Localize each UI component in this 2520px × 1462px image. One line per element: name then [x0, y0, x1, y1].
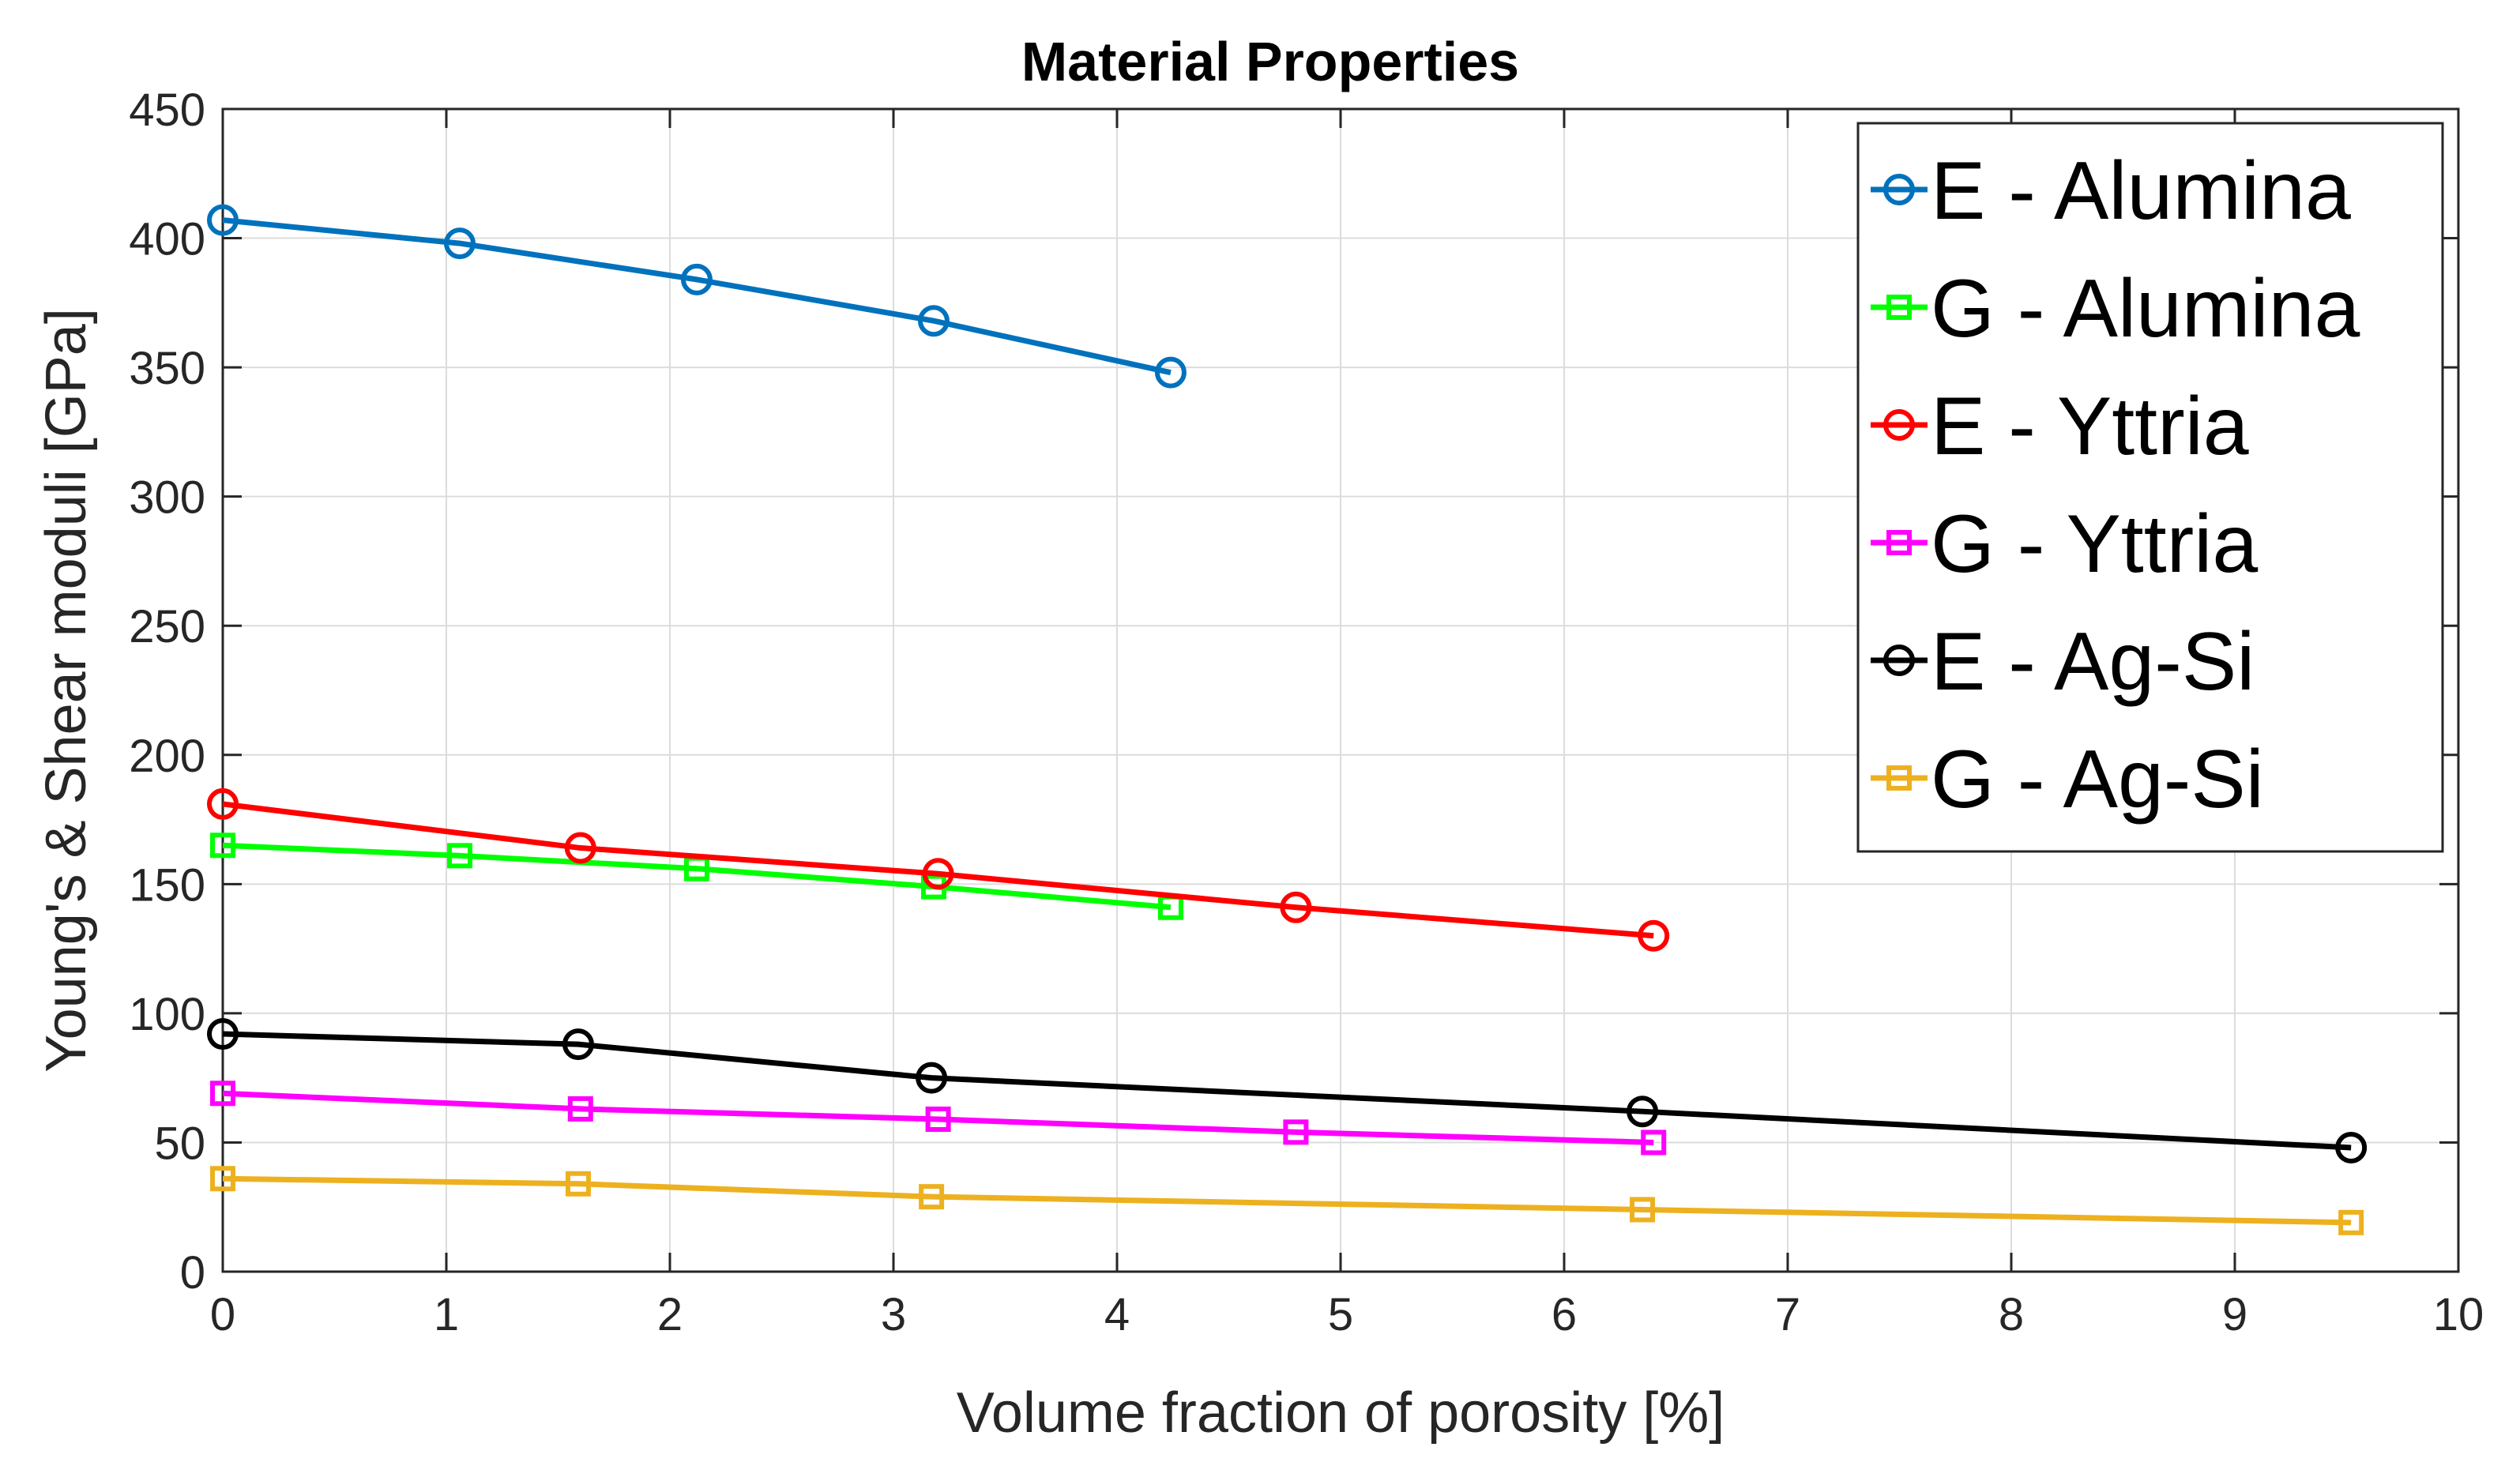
legend-item-g-yttria: G - Yttria: [1871, 498, 2258, 590]
data-point-e-ag-si: [207, 1018, 239, 1050]
legend-marker: [1886, 530, 1912, 555]
data-point-e-alumina: [680, 263, 713, 295]
data-point-g-ag-si: [919, 1184, 945, 1210]
y-tick-label: 100: [129, 989, 205, 1040]
chart-title: Material Properties: [1021, 31, 1519, 92]
data-point-g-alumina: [446, 843, 472, 869]
x-tick-label: 5: [1328, 1289, 1353, 1340]
y-tick-label: 250: [129, 601, 205, 652]
legend-item-e-yttria: E - Yttria: [1871, 381, 2249, 472]
legend-marker: [1886, 765, 1912, 791]
x-tick-label: 3: [881, 1289, 906, 1340]
x-axis-label: Volume fraction of porosity [%]: [957, 1381, 1725, 1445]
series-line-g-alumina: [222, 842, 1172, 911]
data-point-e-yttria: [207, 787, 239, 820]
data-point-g-ag-si: [1630, 1197, 1656, 1223]
x-tick-label: 6: [1551, 1289, 1577, 1340]
x-tick-label: 9: [2222, 1289, 2247, 1340]
legend-label: E - Alumina: [1931, 145, 2351, 237]
legend-label: G - Yttria: [1931, 498, 2258, 590]
legend-label: G - Alumina: [1931, 263, 2360, 355]
data-point-g-yttria: [210, 1081, 235, 1107]
data-point-g-yttria: [1641, 1129, 1667, 1156]
series-line-e-alumina: [222, 217, 1172, 376]
series-line-g-ag-si: [222, 1175, 2352, 1226]
x-tick-label: 10: [2433, 1289, 2484, 1340]
data-point-e-ag-si: [2335, 1131, 2368, 1163]
series-e-ag-si: [207, 1018, 2368, 1163]
y-tick-label: 200: [129, 731, 205, 782]
data-point-g-yttria: [1283, 1119, 1309, 1145]
data-point-e-alumina: [917, 305, 950, 337]
legend-marker: [1883, 645, 1915, 676]
series-g-yttria: [210, 1081, 1667, 1156]
series-line-e-yttria: [222, 801, 1654, 939]
legend-item-g-ag-si: G - Ag-Si: [1871, 734, 2264, 825]
y-tick-label: 300: [129, 472, 205, 524]
legend-marker: [1886, 295, 1912, 320]
legend: E - Alumina G - Alumina E - Yttria G - Yttr…: [1856, 122, 2444, 853]
data-point-e-yttria: [922, 858, 954, 890]
legend-item-e-ag-si: E - Ag-Si: [1871, 616, 2255, 708]
data-point-e-ag-si: [1627, 1096, 1659, 1128]
series-e-yttria: [207, 787, 1670, 952]
data-point-e-ag-si: [562, 1028, 594, 1061]
x-tick-label: 7: [1775, 1289, 1800, 1340]
series-layer: [207, 204, 2368, 1235]
legend-marker: [1883, 174, 1915, 205]
series-g-ag-si: [210, 1166, 2364, 1235]
series-line-e-ag-si: [222, 1031, 2352, 1151]
data-point-g-alumina: [210, 832, 235, 859]
data-point-g-ag-si: [2338, 1209, 2364, 1235]
legend-item-g-alumina: G - Alumina: [1871, 263, 2360, 355]
data-point-e-alumina: [443, 227, 476, 260]
data-point-g-yttria: [567, 1096, 593, 1122]
data-point-e-alumina: [1154, 356, 1187, 389]
y-tick-label: 350: [129, 343, 205, 394]
y-tick-label: 150: [129, 859, 205, 911]
y-tick-label: 400: [129, 214, 205, 265]
legend-label: E - Yttria: [1931, 381, 2249, 472]
y-axis-label: Young's & Shear moduli [GPa]: [35, 308, 98, 1073]
y-tick-label: 50: [154, 1118, 205, 1169]
x-tick-label: 2: [657, 1289, 683, 1340]
legend-item-e-alumina: E - Alumina: [1871, 145, 2351, 237]
data-point-g-ag-si: [565, 1171, 591, 1197]
legend-box: [1856, 122, 2444, 853]
data-point-g-ag-si: [210, 1166, 235, 1192]
x-tick-label: 0: [210, 1289, 235, 1340]
legend-label: E - Ag-Si: [1931, 616, 2255, 708]
series-line-g-yttria: [222, 1090, 1654, 1145]
legend-marker: [1883, 409, 1915, 441]
x-tick-label: 4: [1104, 1289, 1130, 1340]
data-point-e-ag-si: [916, 1062, 948, 1094]
data-point-e-alumina: [207, 204, 239, 236]
series-e-alumina: [207, 204, 1187, 389]
x-tick-label: 8: [1999, 1289, 2024, 1340]
data-point-e-yttria: [564, 832, 596, 864]
data-point-e-yttria: [1280, 891, 1312, 923]
y-tick-label: 450: [129, 85, 205, 136]
x-tick-label: 1: [434, 1289, 459, 1340]
data-point-e-yttria: [1638, 919, 1670, 952]
legend-label: G - Ag-Si: [1931, 734, 2264, 825]
y-tick-label: 0: [180, 1247, 205, 1299]
data-point-g-yttria: [925, 1107, 951, 1133]
